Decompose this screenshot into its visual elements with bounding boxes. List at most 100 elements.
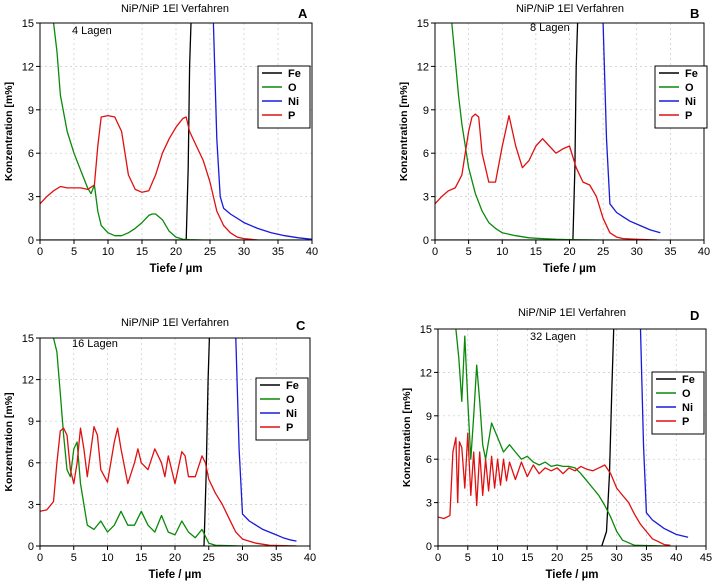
chart-title: NiP/NiP 1El Verfahren bbox=[518, 307, 626, 319]
y-tick-label: 0 bbox=[28, 235, 34, 247]
y-axis-label: Konzentration [m%] bbox=[3, 392, 15, 491]
series-line-fe bbox=[40, 338, 211, 546]
x-tick-label: 40 bbox=[698, 246, 710, 258]
y-tick-label: 12 bbox=[420, 367, 432, 379]
y-tick-label: 12 bbox=[417, 61, 429, 73]
legend-label-fe: Fe bbox=[288, 68, 301, 80]
x-tick-label: 15 bbox=[136, 246, 148, 258]
x-tick-label: 40 bbox=[304, 552, 316, 564]
legend-label-o: O bbox=[685, 82, 694, 94]
panel-letter: C bbox=[296, 318, 306, 333]
x-tick-label: 5 bbox=[466, 246, 472, 258]
legend-label-p: P bbox=[682, 416, 689, 428]
x-axis-label: Tiefe / µm bbox=[545, 569, 598, 581]
y-tick-label: 6 bbox=[423, 148, 429, 160]
legend-label-p: P bbox=[286, 422, 293, 434]
legend-label-o: O bbox=[286, 394, 295, 406]
layer-count-annotation: 32 Lagen bbox=[530, 331, 576, 343]
x-tick-label: 45 bbox=[700, 552, 712, 564]
series-line-fe bbox=[435, 23, 579, 240]
legend: Fe O Ni P bbox=[257, 65, 311, 129]
y-tick-label: 15 bbox=[420, 324, 432, 336]
series-line-fe bbox=[40, 23, 192, 240]
x-tick-label: 0 bbox=[432, 246, 438, 258]
layer-count-annotation: 16 Lagen bbox=[72, 338, 118, 350]
legend-box bbox=[255, 377, 309, 441]
x-tick-label: 5 bbox=[71, 552, 77, 564]
chart-panel-d: 0 5 10 15 20 25 30 35 40 45 0 3 6 9 12 15 Tiefe / µm Konz… bbox=[401, 307, 712, 581]
x-tick-label: 20 bbox=[563, 246, 575, 258]
x-tick-label: 35 bbox=[664, 246, 676, 258]
legend-label-ni: Ni bbox=[685, 96, 696, 108]
y-tick-label: 3 bbox=[423, 192, 429, 204]
x-tick-label: 25 bbox=[597, 246, 609, 258]
x-tick-label: 35 bbox=[270, 552, 282, 564]
series-group bbox=[40, 23, 312, 240]
plot-area bbox=[40, 23, 312, 240]
legend-label-o: O bbox=[682, 388, 691, 400]
x-tick-label: 30 bbox=[238, 246, 250, 258]
y-tick-label: 0 bbox=[426, 541, 432, 553]
x-tick-label: 25 bbox=[204, 246, 216, 258]
series-line-ni bbox=[212, 23, 312, 240]
y-axis-label: Konzentration [m%] bbox=[401, 388, 413, 487]
series-line-o bbox=[451, 23, 657, 240]
x-tick-label: 25 bbox=[203, 552, 215, 564]
x-tick-label: 10 bbox=[101, 552, 113, 564]
legend-label-ni: Ni bbox=[682, 402, 693, 414]
plot-area bbox=[438, 329, 706, 546]
plot-area bbox=[435, 23, 704, 240]
legend-label-fe: Fe bbox=[685, 68, 698, 80]
y-tick-label: 6 bbox=[28, 148, 34, 160]
legend-box bbox=[257, 65, 311, 129]
x-tick-label: 5 bbox=[71, 246, 77, 258]
x-tick-label: 40 bbox=[670, 552, 682, 564]
y-tick-label: 6 bbox=[28, 458, 34, 470]
legend: Fe O Ni P bbox=[654, 65, 708, 129]
y-tick-label: 15 bbox=[22, 18, 34, 30]
legend-label-fe: Fe bbox=[682, 374, 695, 386]
chart-title: NiP/NiP 1El Verfahren bbox=[516, 3, 624, 15]
legend: Fe O Ni P bbox=[651, 371, 705, 435]
x-axis-label: Tiefe / µm bbox=[148, 569, 201, 581]
series-line-p bbox=[40, 114, 258, 240]
series-line-fe bbox=[438, 329, 615, 546]
series-line-ni bbox=[639, 329, 689, 538]
y-tick-label: 12 bbox=[22, 375, 34, 387]
y-tick-label: 3 bbox=[28, 192, 34, 204]
layer-count-annotation: 4 Lagen bbox=[72, 25, 112, 37]
legend-box bbox=[654, 65, 708, 129]
x-tick-label: 20 bbox=[169, 552, 181, 564]
chart-title: NiP/NiP 1El Verfahren bbox=[121, 317, 229, 329]
series-line-p bbox=[435, 113, 657, 240]
series-group bbox=[40, 338, 297, 546]
y-axis-label: Konzentration [m%] bbox=[398, 82, 410, 181]
series-line-o bbox=[455, 329, 665, 546]
y-tick-label: 0 bbox=[423, 235, 429, 247]
x-tick-label: 25 bbox=[581, 552, 593, 564]
y-tick-label: 15 bbox=[417, 18, 429, 30]
layer-count-annotation: 8 Lagen bbox=[530, 22, 570, 34]
x-tick-label: 5 bbox=[465, 552, 471, 564]
x-tick-label: 15 bbox=[530, 246, 542, 258]
panel-letter: A bbox=[298, 6, 308, 21]
x-tick-label: 0 bbox=[37, 246, 43, 258]
y-tick-label: 0 bbox=[28, 541, 34, 553]
x-tick-label: 10 bbox=[102, 246, 114, 258]
x-tick-label: 20 bbox=[551, 552, 563, 564]
legend-label-fe: Fe bbox=[286, 380, 299, 392]
y-axis-label: Konzentration [m%] bbox=[3, 82, 15, 181]
series-line-o bbox=[52, 23, 312, 240]
y-tick-label: 15 bbox=[22, 333, 34, 345]
chart-title: NiP/NiP 1El Verfahren bbox=[121, 3, 229, 15]
y-tick-label: 3 bbox=[28, 499, 34, 511]
legend-label-p: P bbox=[685, 110, 692, 122]
legend: Fe O Ni P bbox=[255, 377, 309, 441]
legend-label-o: O bbox=[288, 82, 297, 94]
x-tick-label: 15 bbox=[521, 552, 533, 564]
series-line-p bbox=[40, 426, 297, 546]
series-line-ni bbox=[235, 338, 297, 542]
x-tick-label: 10 bbox=[491, 552, 503, 564]
